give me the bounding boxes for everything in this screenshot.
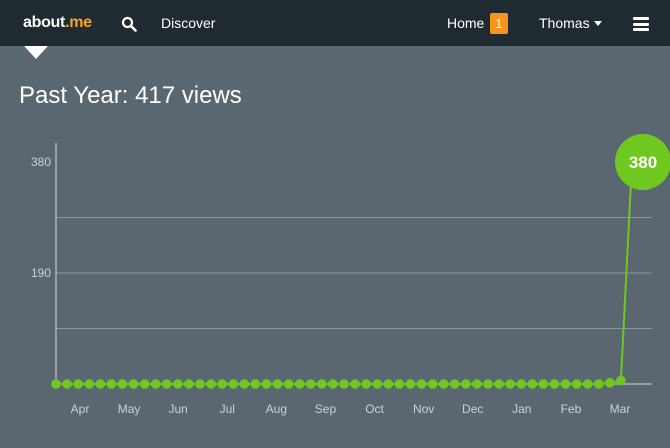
data-point[interactable] (272, 379, 283, 389)
x-tick-label: Jan (512, 402, 531, 416)
data-point[interactable] (538, 379, 549, 389)
data-point[interactable] (206, 379, 216, 389)
data-point[interactable] (560, 379, 571, 389)
peak-value-label: 380 (629, 153, 657, 172)
home-notification-badge[interactable]: 1 (490, 13, 508, 34)
x-tick-label: Sep (315, 402, 337, 416)
data-point[interactable] (128, 379, 139, 389)
data-point[interactable] (549, 379, 560, 389)
dropdown-pointer (24, 46, 48, 59)
search-icon[interactable] (121, 16, 137, 32)
data-point[interactable] (161, 379, 172, 389)
data-point[interactable] (73, 379, 83, 389)
data-point[interactable] (173, 379, 183, 389)
x-tick-label: Feb (561, 402, 582, 416)
data-point[interactable] (184, 379, 194, 389)
data-point[interactable] (516, 379, 527, 389)
data-point[interactable] (250, 379, 261, 389)
data-point[interactable] (84, 379, 95, 389)
y-tick-label: 190 (31, 266, 51, 280)
data-point[interactable] (605, 378, 615, 388)
nav-discover-link[interactable]: Discover (161, 15, 216, 31)
chart-gridlines (56, 217, 652, 385)
data-point[interactable] (283, 379, 294, 389)
data-point[interactable] (217, 379, 227, 389)
data-point[interactable] (593, 379, 604, 389)
views-series-points (51, 375, 626, 389)
x-tick-label: Dec (462, 402, 483, 416)
data-point[interactable] (239, 379, 250, 389)
data-point[interactable] (372, 379, 383, 389)
peak-callout: 380 (615, 134, 670, 190)
x-tick-label: Jun (169, 402, 188, 416)
data-point[interactable] (394, 379, 405, 389)
x-axis-ticks: Apr May Jun Jul Aug Sep Oct Nov Dec Jan Feb Mar (71, 402, 631, 416)
x-tick-label: Jul (220, 402, 235, 416)
data-point[interactable] (383, 379, 394, 389)
data-point[interactable] (317, 379, 327, 389)
top-navigation-bar: about.me Discover Home 1 Thomas (0, 0, 670, 46)
data-point[interactable] (582, 379, 593, 389)
data-point[interactable] (305, 379, 316, 389)
data-point[interactable] (472, 379, 482, 389)
x-tick-label: May (118, 402, 141, 416)
data-point[interactable] (416, 379, 427, 389)
page-title: Past Year: 417 views (19, 82, 242, 109)
data-point[interactable] (405, 379, 416, 389)
data-point[interactable] (339, 379, 349, 389)
about-me-logo[interactable]: about.me (23, 12, 92, 34)
data-point[interactable] (106, 379, 117, 389)
data-point[interactable] (95, 379, 106, 389)
data-point[interactable] (505, 379, 515, 389)
data-point[interactable] (328, 379, 338, 389)
logo-text-suffix: .me (65, 14, 92, 31)
x-tick-label: Mar (610, 402, 631, 416)
data-point[interactable] (261, 379, 272, 389)
x-tick-label: Oct (365, 402, 384, 416)
data-point[interactable] (483, 379, 493, 389)
data-point[interactable] (449, 379, 460, 389)
data-point[interactable] (494, 379, 504, 389)
data-point[interactable] (228, 379, 239, 389)
data-point[interactable] (51, 379, 61, 389)
x-tick-label: Nov (413, 402, 434, 416)
data-point[interactable] (195, 379, 205, 389)
data-point[interactable] (62, 379, 72, 389)
data-point[interactable] (350, 379, 360, 389)
data-point[interactable] (139, 379, 150, 389)
data-point[interactable] (438, 379, 449, 389)
chevron-down-icon[interactable] (594, 21, 602, 26)
nav-home-link[interactable]: Home (447, 15, 485, 31)
data-point[interactable] (294, 379, 305, 389)
data-point[interactable] (427, 379, 438, 389)
data-point[interactable] (616, 375, 626, 386)
user-menu-button[interactable]: Thomas (539, 15, 590, 31)
data-point[interactable] (461, 379, 471, 389)
data-point[interactable] (571, 379, 582, 389)
x-tick-label: Apr (71, 402, 90, 416)
data-point[interactable] (117, 379, 128, 389)
peak-point[interactable] (615, 134, 670, 190)
logo-text-prefix: about (23, 14, 66, 31)
x-tick-label: Aug (266, 402, 287, 416)
y-tick-label: 380 (31, 155, 51, 169)
hamburger-icon[interactable] (633, 17, 649, 31)
data-point[interactable] (361, 379, 371, 389)
data-point[interactable] (527, 379, 538, 389)
y-axis-ticks: 190 380 (31, 155, 51, 280)
data-point[interactable] (150, 379, 161, 389)
